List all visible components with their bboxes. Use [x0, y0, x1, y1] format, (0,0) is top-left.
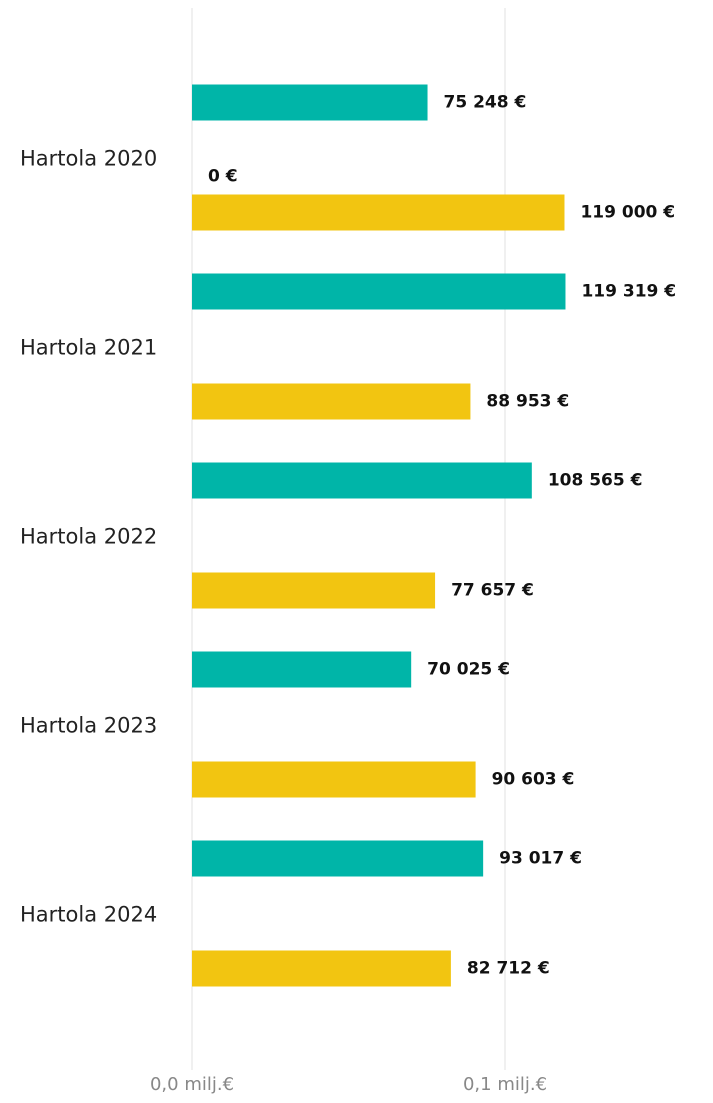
bar: [192, 273, 566, 310]
value-label: 82 712 €: [467, 959, 550, 979]
value-label: 119 000 €: [580, 203, 675, 223]
value-label: 70 025 €: [427, 660, 510, 680]
bar: [192, 840, 484, 877]
value-label: 90 603 €: [492, 770, 575, 790]
bar: [192, 383, 471, 420]
bar: [192, 950, 451, 987]
value-label: 77 657 €: [451, 581, 534, 601]
category-label: Hartola 2021: [20, 336, 157, 360]
bar: [192, 761, 476, 798]
bar: [192, 572, 436, 609]
x-tick-label: 0,0 milj.€: [150, 1074, 234, 1095]
value-label: 108 565 €: [548, 471, 643, 491]
category-label: Hartola 2023: [20, 714, 157, 738]
bar: [192, 462, 532, 499]
value-label: 88 953 €: [486, 392, 569, 412]
bar: [192, 84, 428, 121]
value-label: 0 €: [208, 167, 238, 187]
bar: [192, 194, 565, 231]
category-label: Hartola 2022: [20, 525, 157, 549]
category-label: Hartola 2020: [20, 147, 157, 171]
x-tick-label: 0,1 milj.€: [463, 1074, 547, 1095]
category-label: Hartola 2024: [20, 903, 157, 927]
value-label: 93 017 €: [499, 849, 582, 869]
value-label: 75 248 €: [444, 93, 527, 113]
bar: [192, 651, 412, 688]
value-label: 119 319 €: [581, 282, 676, 302]
